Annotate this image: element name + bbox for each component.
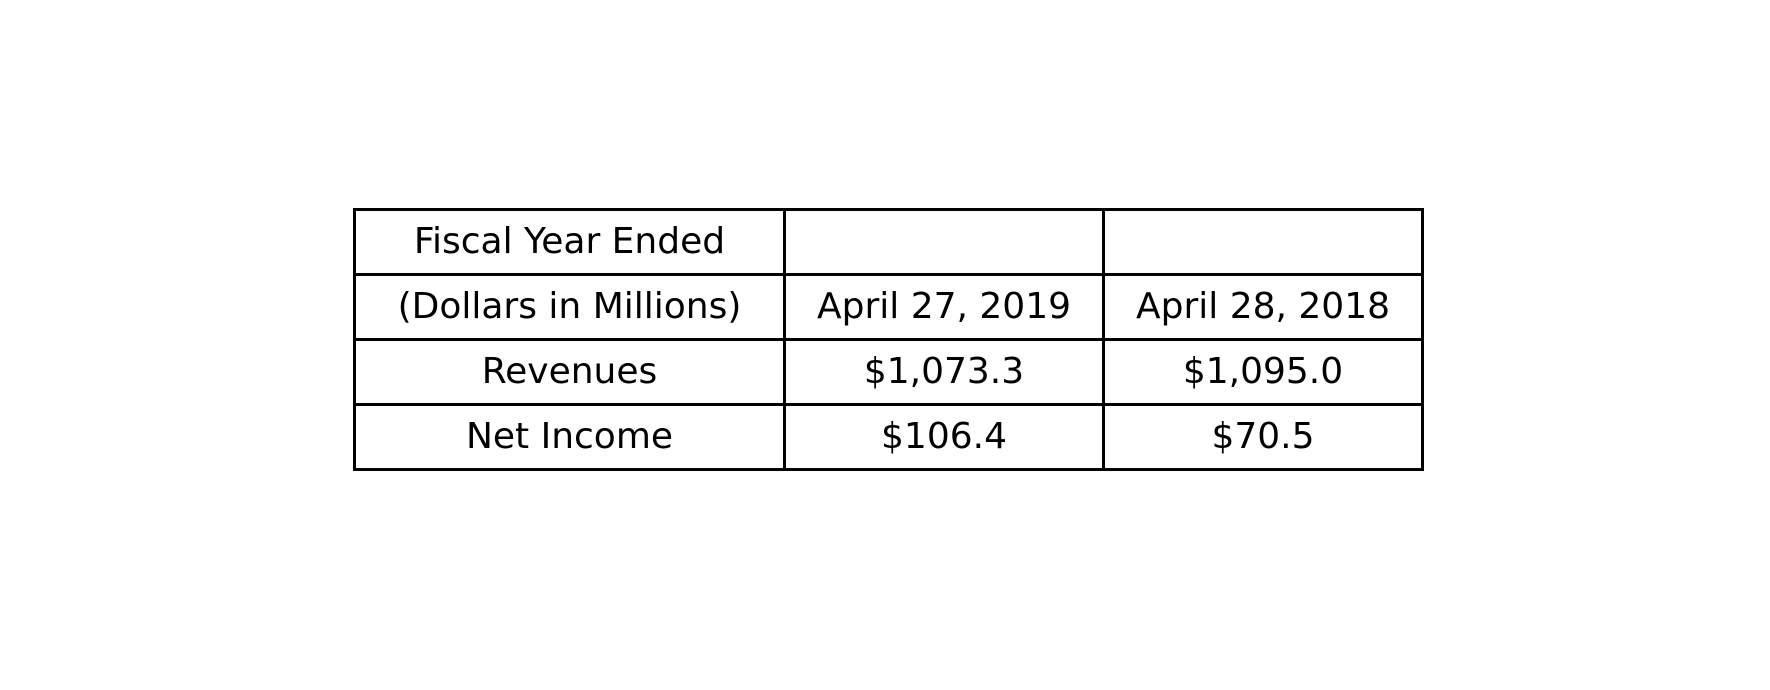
table-row: Net Income $106.4 $70.5: [353, 403, 1424, 471]
header-cell-empty: [1102, 208, 1424, 276]
header-cell-empty: [783, 208, 1105, 276]
table-row: (Dollars in Millions) April 27, 2019 Apr…: [353, 273, 1424, 341]
row-label-revenues: Revenues: [353, 338, 786, 406]
header-cell-fiscal-year: Fiscal Year Ended: [353, 208, 786, 276]
value-cell: $1,073.3: [783, 338, 1105, 406]
header-cell-units: (Dollars in Millions): [353, 273, 786, 341]
financial-table: Fiscal Year Ended (Dollars in Millions) …: [353, 208, 1424, 471]
value-cell: $70.5: [1102, 403, 1424, 471]
header-cell-date-2018: April 28, 2018: [1102, 273, 1424, 341]
row-label-net-income: Net Income: [353, 403, 786, 471]
value-cell: $1,095.0: [1102, 338, 1424, 406]
table-body: Fiscal Year Ended (Dollars in Millions) …: [353, 208, 1424, 471]
header-cell-date-2019: April 27, 2019: [783, 273, 1105, 341]
value-cell: $106.4: [783, 403, 1105, 471]
table-row: Revenues $1,073.3 $1,095.0: [353, 338, 1424, 406]
table-row: Fiscal Year Ended: [353, 208, 1424, 276]
